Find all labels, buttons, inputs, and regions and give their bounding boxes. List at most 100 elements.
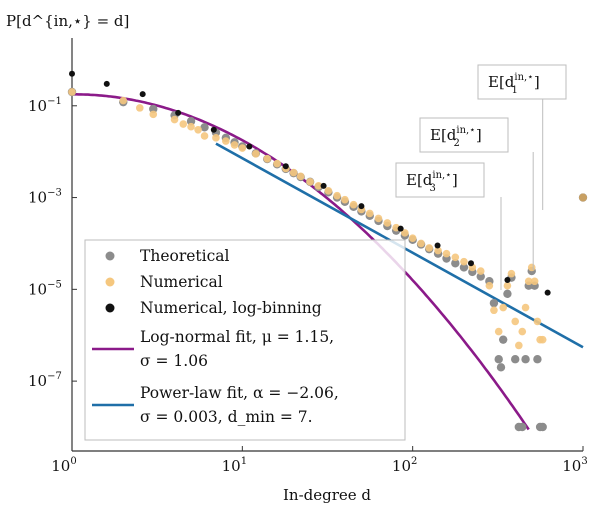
legend-marker-1 [105, 277, 115, 287]
numerical-point [460, 257, 468, 266]
legend: Theoretical Numerical Numerical, log-binni… [84, 239, 406, 441]
theoretical-point [521, 355, 530, 364]
numerical-point [68, 88, 76, 96]
log-binning-point [282, 163, 289, 170]
x-tick-label-1: 101 [222, 456, 247, 475]
numerical-point [289, 168, 298, 177]
numerical-point [135, 104, 144, 112]
legend-label-4-line2: σ = 0.003, d_min = 7. [140, 408, 313, 426]
legend-label-0: Theoretical [140, 247, 230, 265]
numerical-point [521, 303, 530, 312]
theoretical-point [538, 422, 547, 432]
numerical-point [263, 154, 272, 163]
y-tick-label-0: 10−1 [28, 96, 62, 115]
numerical-point [425, 244, 433, 252]
legend-box [84, 239, 406, 441]
theoretical-point [451, 259, 460, 268]
legend-label-2: Numerical, log-binning [140, 299, 322, 317]
y-tick-label-1: 10−3 [28, 188, 62, 207]
numerical-point [408, 234, 417, 243]
numerical-point [324, 187, 333, 195]
numerical-point [490, 306, 498, 315]
theoretical-point [459, 263, 469, 272]
y-axis-title: P[d^{in,⋆} = d] [6, 12, 129, 30]
theoretical-point [149, 104, 158, 114]
y-axis-title-main: P[d^{in,⋆} = d] [6, 12, 129, 30]
numerical-point [333, 191, 341, 200]
theoretical-point [476, 272, 485, 281]
callout-box-3 [395, 162, 485, 198]
x-tick-label-2: 102 [392, 456, 417, 475]
numerical-point [530, 277, 539, 286]
log-binning-point [544, 289, 551, 296]
theoretical-point [489, 298, 499, 308]
legend-label-3-line2: σ = 1.06 [140, 352, 208, 370]
numerical-point [230, 141, 239, 149]
callout-box-1 [477, 64, 567, 100]
numerical-point [187, 122, 195, 131]
numerical-point [527, 263, 536, 272]
log-binning-point [397, 225, 404, 232]
numerical-point [212, 134, 220, 142]
y-tick-label-2: 10−5 [28, 279, 62, 298]
numerical-point [499, 303, 507, 312]
numerical-point [306, 178, 314, 186]
theoretical-point [511, 355, 520, 364]
annotations: E[din,⋆ 1] E[din,⋆ 2] E[din,⋆ 3] [395, 64, 567, 290]
numerical-point [314, 182, 323, 190]
legend-label-1: Numerical [140, 273, 223, 291]
log-binning-point [358, 203, 365, 210]
x-tick-label-3: 103 [562, 456, 587, 475]
numerical-point [533, 317, 542, 326]
numerical-point [524, 277, 533, 286]
log-binning-point [320, 182, 327, 189]
numerical-point [511, 317, 520, 326]
axes [71, 38, 583, 452]
numerical-point [119, 96, 128, 105]
numerical-point [149, 110, 158, 119]
log-binning-point [246, 143, 253, 150]
callout-box-2 [419, 117, 509, 153]
numerical-point [374, 214, 383, 223]
log-binning-point [434, 242, 441, 249]
numerical-point [383, 219, 392, 227]
numerical-point [273, 159, 281, 168]
numerical-point [503, 281, 512, 290]
log-binning-point [69, 70, 75, 77]
numerical-point [179, 120, 188, 128]
numerical-point [494, 327, 503, 336]
legend-label-3-line1: Log-normal fit, μ = 1.15, [140, 328, 334, 346]
numerical-point [485, 281, 494, 290]
numerical-point [515, 341, 523, 350]
numerical-point [365, 209, 374, 218]
legend-marker-2 [105, 303, 115, 313]
numerical-point [200, 132, 209, 140]
numerical-point [538, 335, 547, 344]
numerical-point [442, 249, 451, 258]
numerical-point [451, 253, 460, 262]
theoretical-point [498, 335, 508, 344]
log-binning-point [175, 109, 182, 116]
theoretical-point [518, 422, 527, 432]
legend-label-4-line1: Power-law fit, α = −2.06, [140, 384, 339, 402]
numerical-point [170, 115, 179, 124]
outlier-point [579, 193, 587, 202]
numerical-point [417, 239, 425, 248]
numerical-point [194, 125, 202, 134]
theoretical-point [496, 363, 506, 372]
legend-marker-0 [105, 251, 115, 261]
ticks: 100 101 102 103 10−1 10−3 10−5 10−7 [28, 96, 588, 475]
log-binning-point [139, 91, 146, 98]
theoretical-point [186, 117, 196, 126]
theoretical-point [200, 123, 209, 132]
numerical-point [238, 144, 247, 152]
numerical-point [296, 172, 305, 181]
numerical-point [401, 229, 409, 237]
numerical-point [222, 137, 230, 145]
x-tick-label-0: 100 [51, 456, 76, 475]
theoretical-point [494, 355, 503, 364]
x-axis-title: In-degree d [283, 486, 371, 504]
callout-label-2: E[din,⋆ 2] [430, 125, 482, 149]
log-binning-point [467, 260, 474, 267]
